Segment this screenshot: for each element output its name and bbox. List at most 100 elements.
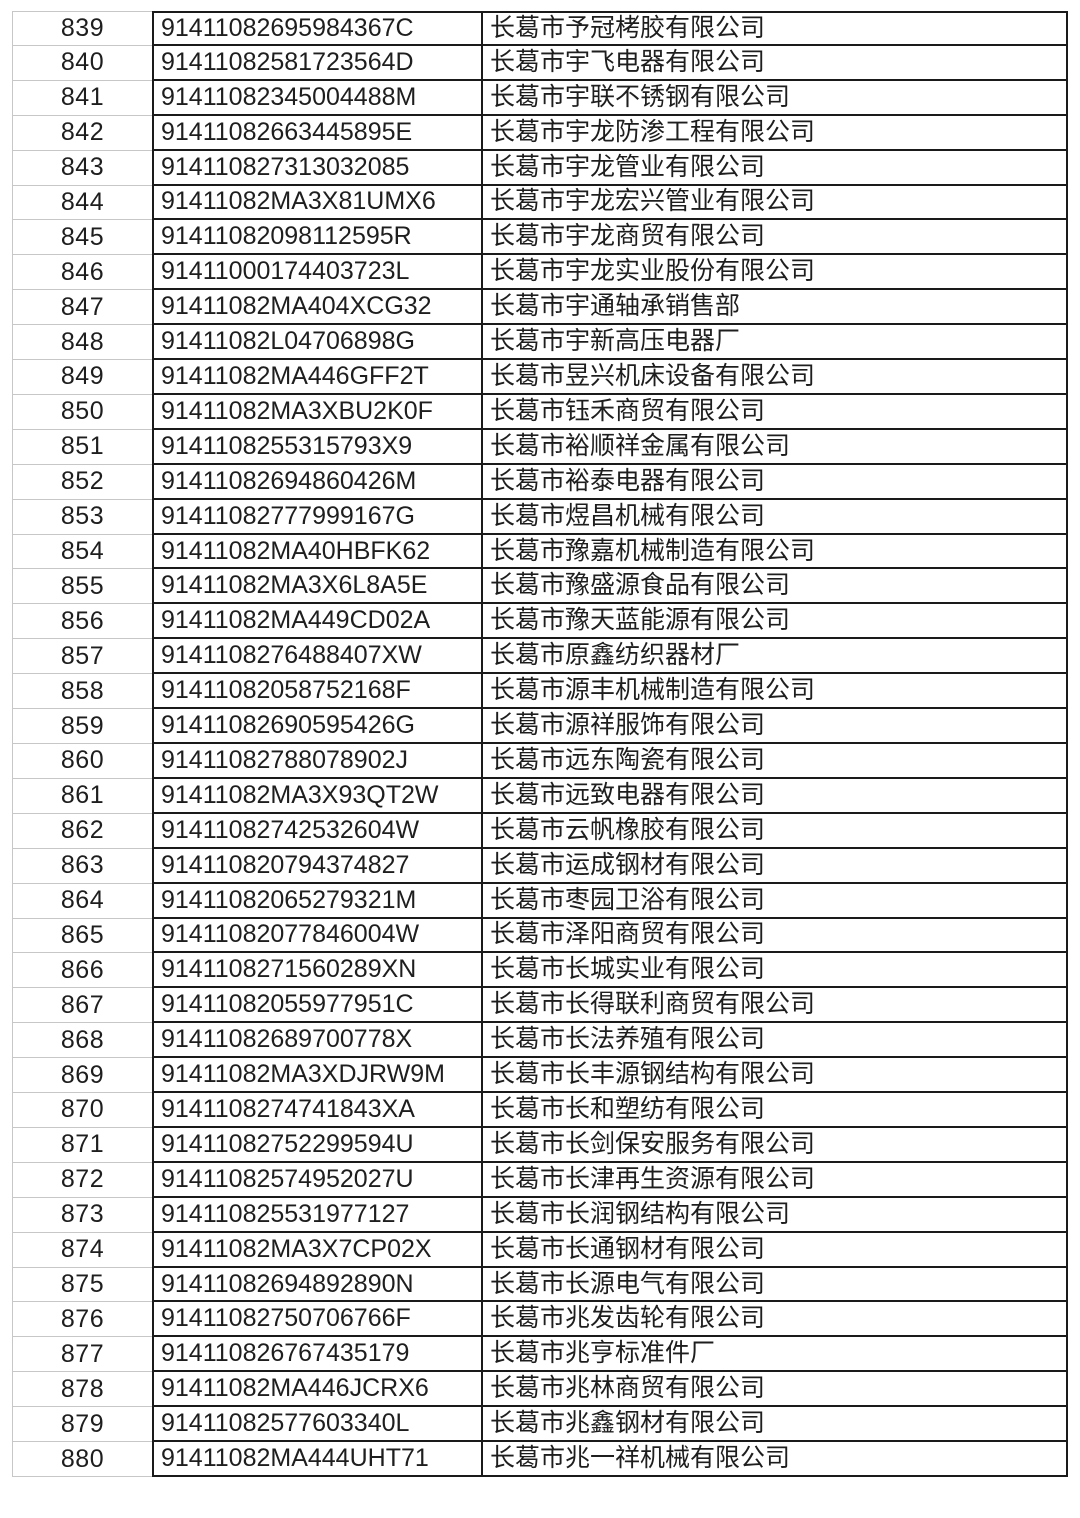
company-name-cell: 长葛市昱兴机床设备有限公司 (481, 360, 1068, 395)
company-name-cell: 长葛市兆林商贸有限公司 (481, 1372, 1068, 1408)
row-number-cell: 843 (12, 150, 152, 186)
row-number-cell: 878 (12, 1372, 152, 1408)
row-number-cell: 858 (12, 674, 152, 710)
row-number-cell: 841 (12, 80, 152, 116)
row-number-cell: 844 (12, 185, 152, 221)
company-name-cell: 长葛市长津再生资源有限公司 (481, 1162, 1068, 1198)
credit-code-cell: 91411082MA3XDJRW9M (152, 1058, 481, 1094)
company-name-cell: 长葛市长和塑纺有限公司 (481, 1093, 1068, 1128)
credit-code-cell: 91411082750706766F (152, 1302, 481, 1338)
company-name-cell: 长葛市长剑保安服务有限公司 (481, 1127, 1068, 1163)
row-number-cell: 874 (12, 1232, 152, 1268)
row-number-cell: 851 (12, 429, 152, 465)
row-number-cell: 842 (12, 115, 152, 151)
credit-code-cell: 9141108274741843XA (152, 1093, 481, 1128)
row-number-cell: 852 (12, 464, 152, 500)
company-name-cell: 长葛市兆亨标准件厂 (481, 1337, 1068, 1373)
credit-code-cell: 91411082MA3X7CP02X (152, 1232, 481, 1268)
company-name-cell: 长葛市宇龙防渗工程有限公司 (481, 115, 1068, 151)
row-number-cell: 866 (12, 953, 152, 989)
credit-code-cell: 91411082690595426G (152, 709, 481, 744)
row-number-cell: 861 (12, 778, 152, 814)
company-name-cell: 长葛市长润钢结构有限公司 (481, 1197, 1068, 1233)
row-number-cell: 869 (12, 1058, 152, 1094)
credit-code-cell: 91411082695984367C (152, 11, 481, 46)
row-number-cell: 862 (12, 813, 152, 849)
credit-code-cell: 91411082742532604W (152, 813, 481, 849)
credit-code-cell: 91411082MA444UHT71 (152, 1442, 481, 1477)
company-name-cell: 长葛市宇龙管业有限公司 (481, 150, 1068, 186)
company-name-cell: 长葛市宇联不锈钢有限公司 (481, 80, 1068, 116)
credit-code-cell: 91411000174403723L (152, 255, 481, 291)
company-name-cell: 长葛市长城实业有限公司 (481, 953, 1068, 989)
row-number-cell: 863 (12, 848, 152, 884)
credit-code-cell: 9141108255315793X9 (152, 429, 481, 465)
company-name-cell: 长葛市宇龙实业股份有限公司 (481, 255, 1068, 291)
company-name-cell: 长葛市豫盛源食品有限公司 (481, 569, 1068, 605)
company-name-cell: 长葛市裕泰电器有限公司 (481, 464, 1068, 500)
row-number-cell: 850 (12, 394, 152, 430)
company-name-cell: 长葛市宇龙商贸有限公司 (481, 220, 1068, 256)
company-name-cell: 长葛市长法养殖有限公司 (481, 1023, 1068, 1059)
credit-code-cell: 91411082MA3X81UMX6 (152, 185, 481, 221)
company-name-cell: 长葛市宇通轴承销售部 (481, 290, 1068, 326)
credit-code-cell: 91411082689700778X (152, 1023, 481, 1059)
row-number-cell: 855 (12, 569, 152, 605)
company-name-cell: 长葛市长丰源钢结构有限公司 (481, 1058, 1068, 1094)
company-name-cell: 长葛市豫天蓝能源有限公司 (481, 604, 1068, 640)
credit-code-cell: 91411082098112595R (152, 220, 481, 256)
company-name-cell: 长葛市泽阳商贸有限公司 (481, 918, 1068, 954)
row-number-cell: 875 (12, 1267, 152, 1303)
company-name-cell: 长葛市兆鑫钢材有限公司 (481, 1407, 1068, 1443)
row-number-cell: 853 (12, 499, 152, 535)
credit-code-cell: 91411082055977951C (152, 988, 481, 1024)
credit-code-cell: 91411082788078902J (152, 744, 481, 779)
row-number-cell: 849 (12, 360, 152, 395)
row-number-cell: 845 (12, 220, 152, 256)
company-name-cell: 长葛市宇飞电器有限公司 (481, 45, 1068, 81)
row-number-cell: 859 (12, 709, 152, 744)
credit-code-cell: 91411082663445895E (152, 115, 481, 151)
credit-code-cell: 91411082694892890N (152, 1267, 481, 1303)
row-number-cell: 840 (12, 45, 152, 81)
company-name-cell: 长葛市云帆橡胶有限公司 (481, 813, 1068, 849)
row-number-cell: 876 (12, 1302, 152, 1338)
company-name-cell: 长葛市长得联利商贸有限公司 (481, 988, 1068, 1024)
company-name-cell: 长葛市枣园卫浴有限公司 (481, 883, 1068, 919)
company-name-cell: 长葛市煜昌机械有限公司 (481, 499, 1068, 535)
credit-code-cell: 91411082MA3XBU2K0F (152, 394, 481, 430)
credit-code-cell: 91411082065279321M (152, 883, 481, 919)
credit-code-cell: 914110826767435179 (152, 1337, 481, 1373)
credit-code-cell: 91411082MA449CD02A (152, 604, 481, 640)
credit-code-cell: 914110820794374827 (152, 848, 481, 884)
row-number-cell: 880 (12, 1442, 152, 1477)
row-number-cell: 877 (12, 1337, 152, 1373)
row-number-cell: 847 (12, 290, 152, 326)
company-name-cell: 长葛市远东陶瓷有限公司 (481, 744, 1068, 779)
credit-code-cell: 91411082058752168F (152, 674, 481, 710)
company-name-cell: 长葛市运成钢材有限公司 (481, 848, 1068, 884)
credit-code-cell: 91411082574952027U (152, 1162, 481, 1198)
company-name-cell: 长葛市豫嘉机械制造有限公司 (481, 534, 1068, 570)
credit-code-cell: 91411082MA3X93QT2W (152, 778, 481, 814)
company-name-cell: 长葛市宇龙宏兴管业有限公司 (481, 185, 1068, 221)
company-name-cell: 长葛市裕顺祥金属有限公司 (481, 429, 1068, 465)
credit-code-cell: 91411082MA3X6L8A5E (152, 569, 481, 605)
row-number-cell: 854 (12, 534, 152, 570)
company-table: 839 91411082695984367C 长葛市予冠栲胶有限公司 840 91411… (12, 11, 1068, 1477)
credit-code-cell: 914110827313032085 (152, 150, 481, 186)
row-number-cell: 865 (12, 918, 152, 954)
credit-code-cell: 91411082MA404XCG32 (152, 290, 481, 326)
row-number-cell: 857 (12, 639, 152, 675)
company-name-cell: 长葛市源丰机械制造有限公司 (481, 674, 1068, 710)
credit-code-cell: 91411082577603340L (152, 1407, 481, 1443)
credit-code-cell: 91411082L04706898G (152, 325, 481, 361)
credit-code-cell: 9141108271560289XN (152, 953, 481, 989)
company-name-cell: 长葛市源祥服饰有限公司 (481, 709, 1068, 744)
credit-code-cell: 91411082MA446JCRX6 (152, 1372, 481, 1408)
credit-code-cell: 91411082MA40HBFK62 (152, 534, 481, 570)
company-name-cell: 长葛市兆发齿轮有限公司 (481, 1302, 1068, 1338)
company-name-cell: 长葛市原鑫纺织器材厂 (481, 639, 1068, 675)
credit-code-cell: 91411082MA446GFF2T (152, 360, 481, 395)
